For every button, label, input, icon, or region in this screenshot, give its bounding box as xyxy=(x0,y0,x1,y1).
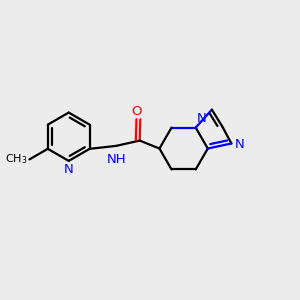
Text: CH$_3$: CH$_3$ xyxy=(4,152,27,166)
Text: N: N xyxy=(197,112,207,125)
Text: NH: NH xyxy=(106,153,126,166)
Text: N: N xyxy=(64,163,74,176)
Text: O: O xyxy=(131,105,142,118)
Text: N: N xyxy=(234,138,244,151)
